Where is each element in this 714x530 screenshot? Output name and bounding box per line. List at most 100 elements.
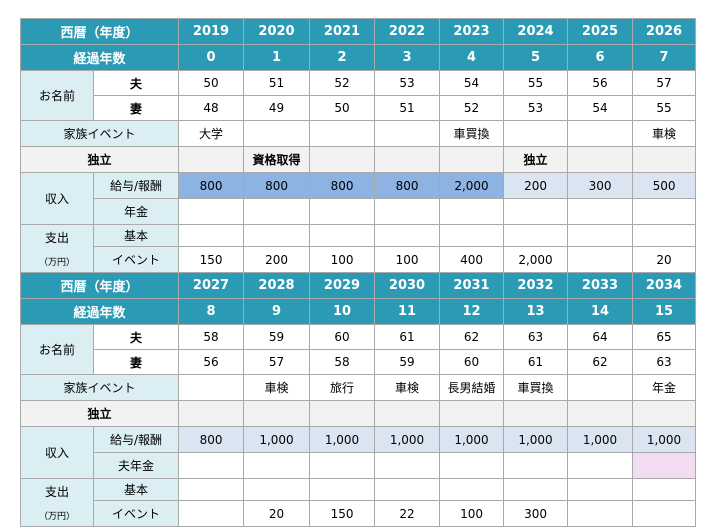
- event-cost-cell[interactable]: 100: [439, 500, 505, 527]
- basic-cell[interactable]: [567, 478, 634, 501]
- family-event-cell[interactable]: [567, 374, 634, 401]
- pension-cell[interactable]: [243, 452, 311, 479]
- husband-age-cell[interactable]: 52: [309, 70, 376, 96]
- event-cost-cell[interactable]: 200: [243, 246, 311, 273]
- wife-age-cell[interactable]: 55: [632, 95, 697, 121]
- independence-cell[interactable]: [309, 146, 376, 173]
- basic-cell[interactable]: [503, 224, 569, 247]
- family-event-cell[interactable]: [309, 120, 376, 147]
- pension-cell[interactable]: [178, 198, 245, 225]
- basic-cell[interactable]: [243, 224, 311, 247]
- independence-cell[interactable]: 資格取得: [243, 146, 311, 173]
- salary-cell[interactable]: 1,000: [439, 426, 505, 453]
- independence-cell[interactable]: [567, 400, 634, 427]
- salary-cell[interactable]: 1,000: [503, 426, 569, 453]
- salary-cell[interactable]: 1,000: [309, 426, 376, 453]
- husband-age-cell[interactable]: 56: [567, 70, 634, 96]
- event-cost-cell[interactable]: 20: [632, 246, 697, 273]
- family-event-cell[interactable]: 長男結婚: [439, 374, 505, 401]
- basic-cell[interactable]: [632, 478, 697, 501]
- wife-age-cell[interactable]: 63: [632, 349, 697, 375]
- husband-age-cell[interactable]: 64: [567, 324, 634, 350]
- pension-cell[interactable]: [309, 452, 376, 479]
- salary-cell[interactable]: 800: [243, 172, 311, 199]
- salary-cell[interactable]: 300: [567, 172, 634, 199]
- event-cost-cell[interactable]: 300: [503, 500, 569, 527]
- pension-cell[interactable]: [567, 198, 634, 225]
- husband-age-cell[interactable]: 63: [503, 324, 569, 350]
- wife-age-cell[interactable]: 62: [567, 349, 634, 375]
- event-cost-cell[interactable]: 100: [374, 246, 441, 273]
- salary-cell[interactable]: 200: [503, 172, 569, 199]
- basic-cell[interactable]: [567, 224, 634, 247]
- salary-cell[interactable]: 1,000: [374, 426, 441, 453]
- pension-cell[interactable]: [439, 198, 505, 225]
- wife-age-cell[interactable]: 51: [374, 95, 441, 121]
- pension-cell[interactable]: [439, 452, 505, 479]
- pension-cell[interactable]: [243, 198, 311, 225]
- basic-cell[interactable]: [503, 478, 569, 501]
- husband-age-cell[interactable]: 54: [439, 70, 505, 96]
- wife-age-cell[interactable]: 58: [309, 349, 376, 375]
- husband-age-cell[interactable]: 62: [439, 324, 505, 350]
- husband-age-cell[interactable]: 51: [243, 70, 311, 96]
- family-event-cell[interactable]: 大学: [178, 120, 245, 147]
- event-cost-cell[interactable]: [178, 500, 245, 527]
- wife-age-cell[interactable]: 59: [374, 349, 441, 375]
- pension-cell[interactable]: [632, 452, 697, 479]
- pension-cell[interactable]: [374, 452, 441, 479]
- husband-age-cell[interactable]: 59: [243, 324, 311, 350]
- basic-cell[interactable]: [243, 478, 311, 501]
- event-cost-cell[interactable]: 400: [439, 246, 505, 273]
- family-event-cell[interactable]: [243, 120, 311, 147]
- husband-age-cell[interactable]: 50: [178, 70, 245, 96]
- salary-cell[interactable]: 2,000: [439, 172, 505, 199]
- independence-cell[interactable]: [243, 400, 311, 427]
- family-event-cell[interactable]: [567, 120, 634, 147]
- family-event-cell[interactable]: 車検: [374, 374, 441, 401]
- independence-cell[interactable]: [439, 400, 505, 427]
- family-event-cell[interactable]: 旅行: [309, 374, 376, 401]
- salary-cell[interactable]: 1,000: [567, 426, 634, 453]
- pension-cell[interactable]: [503, 452, 569, 479]
- event-cost-cell[interactable]: [632, 500, 697, 527]
- independence-cell[interactable]: [374, 146, 441, 173]
- pension-cell[interactable]: [178, 452, 245, 479]
- wife-age-cell[interactable]: 50: [309, 95, 376, 121]
- wife-age-cell[interactable]: 52: [439, 95, 505, 121]
- independence-cell[interactable]: [567, 146, 634, 173]
- husband-age-cell[interactable]: 65: [632, 324, 697, 350]
- family-event-cell[interactable]: 車買換: [503, 374, 569, 401]
- wife-age-cell[interactable]: 54: [567, 95, 634, 121]
- wife-age-cell[interactable]: 57: [243, 349, 311, 375]
- salary-cell[interactable]: 800: [178, 172, 245, 199]
- basic-cell[interactable]: [178, 224, 245, 247]
- wife-age-cell[interactable]: 53: [503, 95, 569, 121]
- salary-cell[interactable]: 800: [374, 172, 441, 199]
- basic-cell[interactable]: [374, 478, 441, 501]
- basic-cell[interactable]: [309, 478, 376, 501]
- family-event-cell[interactable]: 車検: [632, 120, 697, 147]
- independence-cell[interactable]: [632, 400, 697, 427]
- basic-cell[interactable]: [309, 224, 376, 247]
- wife-age-cell[interactable]: 61: [503, 349, 569, 375]
- husband-age-cell[interactable]: 53: [374, 70, 441, 96]
- family-event-cell[interactable]: [178, 374, 245, 401]
- family-event-cell[interactable]: [503, 120, 569, 147]
- independence-cell[interactable]: [178, 400, 245, 427]
- event-cost-cell[interactable]: 2,000: [503, 246, 569, 273]
- wife-age-cell[interactable]: 60: [439, 349, 505, 375]
- independence-cell[interactable]: [178, 146, 245, 173]
- event-cost-cell[interactable]: 150: [309, 500, 376, 527]
- event-cost-cell[interactable]: 20: [243, 500, 311, 527]
- husband-age-cell[interactable]: 61: [374, 324, 441, 350]
- independence-cell[interactable]: [503, 400, 569, 427]
- independence-cell[interactable]: [632, 146, 697, 173]
- salary-cell[interactable]: 800: [309, 172, 376, 199]
- independence-cell[interactable]: 独立: [503, 146, 569, 173]
- basic-cell[interactable]: [632, 224, 697, 247]
- event-cost-cell[interactable]: [567, 500, 634, 527]
- event-cost-cell[interactable]: 100: [309, 246, 376, 273]
- husband-age-cell[interactable]: 60: [309, 324, 376, 350]
- event-cost-cell[interactable]: 22: [374, 500, 441, 527]
